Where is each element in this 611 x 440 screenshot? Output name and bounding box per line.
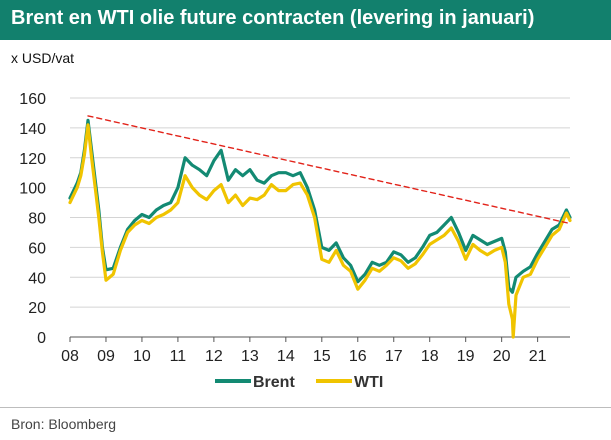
y-tick-label-60: 60 [28,240,46,257]
x-tick-label-10: 10 [133,348,151,365]
chart-title-bar: Brent en WTI olie future contracten (lev… [0,0,611,40]
source-note: Bron: Bloomberg [11,416,117,432]
x-tick-label-11: 11 [170,348,187,365]
y-tick-label-160: 160 [19,91,46,108]
x-tick-label-08: 08 [61,348,79,365]
y-tick-label-40: 40 [28,270,46,287]
x-tick-label-18: 18 [421,348,439,365]
y-tick-label-100: 100 [19,181,46,198]
x-tick-label-13: 13 [241,348,259,365]
x-tick-label-15: 15 [313,348,331,365]
legend-label-brent: Brent [253,374,295,391]
x-tick-label-16: 16 [349,348,367,365]
x-tick-label-14: 14 [277,348,295,365]
legend-label-wti: WTI [354,374,383,391]
x-tick-label-09: 09 [97,348,115,365]
grid-lines [70,97,570,308]
legend: Brent WTI [215,374,383,391]
y-axis-ticks: 0 20 40 60 80 100 120 140 160 [19,91,46,347]
y-tick-label-20: 20 [28,300,46,317]
x-tick-label-12: 12 [205,348,223,365]
footer-divider [0,407,611,408]
x-tick-label-19: 19 [457,348,475,365]
chart-plot: 0 20 40 60 80 100 120 140 160 08 09 10 11 12 13 14 15 16… [19,91,572,391]
x-tick-label-17: 17 [385,348,403,365]
y-tick-label-80: 80 [28,211,46,228]
y-tick-label-120: 120 [19,151,46,168]
series-line-wti [68,123,572,339]
x-tick-label-20: 20 [493,348,511,365]
series-line-trend [87,115,571,225]
chart-title: Brent en WTI olie future contracten (lev… [11,7,535,29]
x-tick-label-21: 21 [529,348,547,365]
y-tick-label-140: 140 [19,121,46,138]
y-tick-label-0: 0 [37,330,46,347]
series-lines [68,115,572,339]
y-axis-unit-label: x USD/vat [11,50,75,66]
x-axis: 08 09 10 11 12 13 14 15 16 17 18 19 20 21 [61,336,570,365]
